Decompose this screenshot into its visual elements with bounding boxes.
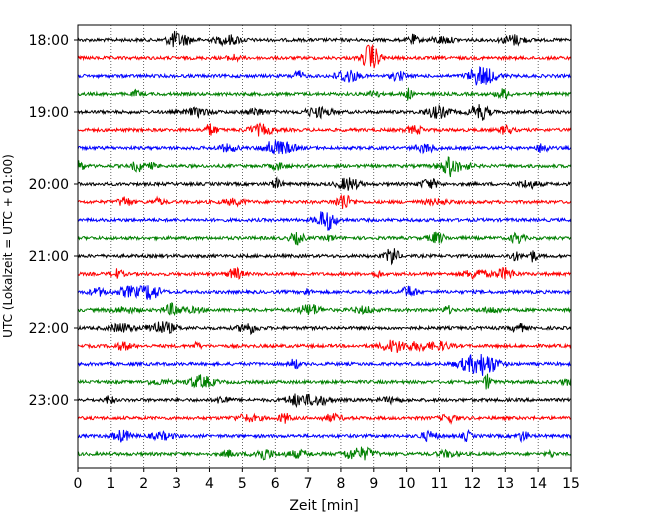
x-tick-label: 12 [463,476,481,492]
seismic-trace-2145 [77,302,572,317]
y-tick-label: 18:00 [29,33,69,49]
x-tick-label: 1 [106,476,115,492]
x-tick-label: 15 [562,476,580,492]
seismic-trace-2115 [77,266,572,281]
seismic-trace-1815 [77,44,572,69]
seismic-trace-2315 [77,412,572,425]
y-tick-label: 19:00 [29,105,69,121]
x-tick-label: 3 [172,476,181,492]
seismic-trace-1900 [77,103,572,121]
x-tick-label: 13 [496,476,514,492]
x-tick-label: 6 [271,476,280,492]
seismic-trace-1800 [77,30,572,48]
x-tick-label: 4 [205,476,214,492]
seismic-trace-2130 [77,285,571,300]
x-axis-label: Zeit [min] [289,498,358,514]
seismic-trace-1845 [77,87,572,101]
seismic-trace-1830 [77,66,571,86]
seismic-trace-2015 [77,193,572,209]
seismic-trace-2345 [77,446,572,461]
seismic-trace-2045 [77,231,572,246]
y-tick-label: 20:00 [29,177,69,193]
seismic-trace-1915 [77,122,572,137]
plot-frame [77,24,572,469]
x-tick-label: 8 [336,476,345,492]
seismic-trace-2000 [77,176,571,191]
y-tick-label: 21:00 [29,249,69,265]
x-tick-label: 9 [369,476,378,492]
x-tick-label: 11 [431,476,449,492]
x-tick-label: 0 [74,476,83,492]
y-axis-ticks: 18:00 19:00 20:00 21:00 22:00 23:00 [29,33,78,409]
x-tick-label: 5 [238,476,247,492]
x-tick-label: 14 [529,476,547,492]
x-axis-ticks: 0 1 2 3 4 5 6 7 8 9 10 11 12 13 14 15 [74,468,580,492]
seismic-trace-2230 [77,354,571,376]
seismic-trace-2200 [77,321,572,336]
y-tick-label: 22:00 [29,321,69,337]
seismic-trace-2300 [77,393,571,409]
x-tick-label: 10 [398,476,416,492]
seismic-trace-2100 [77,248,572,266]
seismic-trace-2215 [77,339,572,353]
seismic-trace-2330 [77,429,572,444]
seismic-trace-2030 [77,211,572,231]
seismic-trace-1945 [77,156,572,178]
y-axis-label: UTC (Lokalzeit = UTC + 01:00) [1,154,15,338]
x-tick-label: 7 [304,476,313,492]
seismic-trace-2245 [77,373,572,390]
x-tick-label: 2 [139,476,148,492]
traces [77,30,572,461]
seismic-trace-1930 [77,140,572,155]
y-tick-label: 23:00 [29,393,69,409]
